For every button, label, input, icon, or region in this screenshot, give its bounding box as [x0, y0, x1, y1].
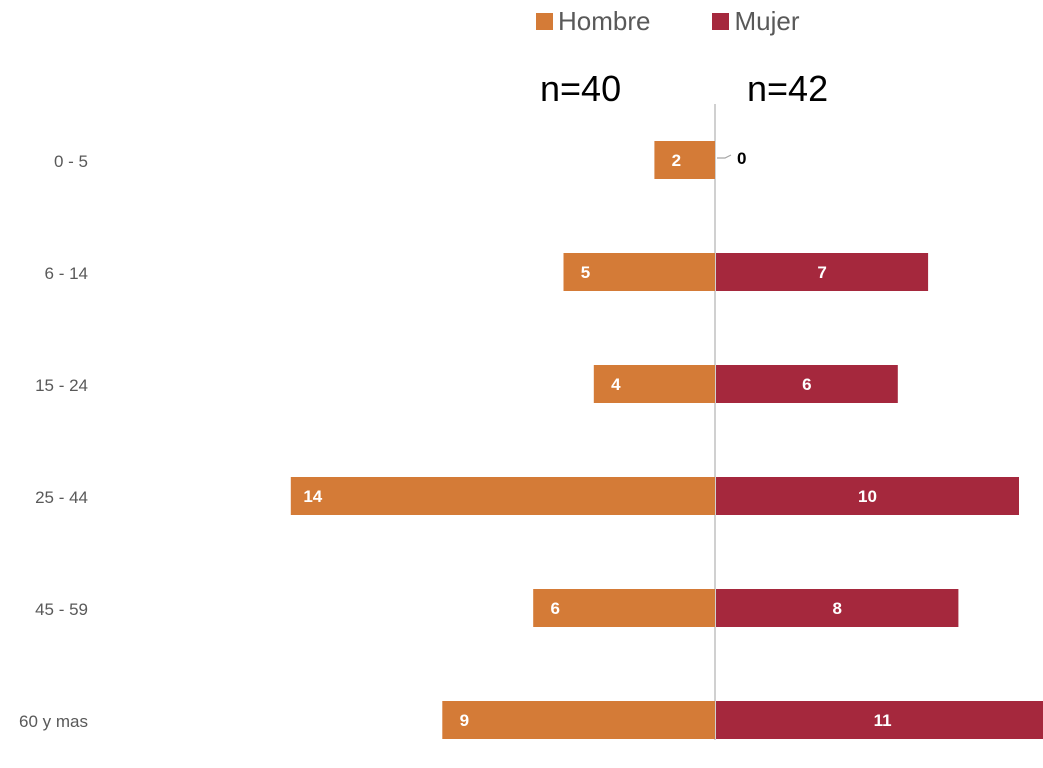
legend-item-mujer: Mujer: [712, 6, 800, 37]
category-label: 15 - 24: [35, 376, 88, 395]
legend-label-mujer: Mujer: [734, 6, 800, 36]
category-label: 45 - 59: [35, 600, 88, 619]
data-label-leader: [717, 154, 732, 159]
data-label-mujer: 8: [832, 599, 841, 618]
n-label-hombre: n=40: [540, 68, 622, 109]
category-label: 25 - 44: [35, 488, 88, 507]
legend-label-hombre: Hombre: [558, 6, 651, 36]
legend-swatch-mujer: [712, 13, 730, 30]
data-label-mujer: 11: [874, 711, 892, 730]
data-label-hombre: 2: [672, 151, 681, 170]
bar-mujer: [716, 365, 898, 403]
data-label-hombre: 4: [611, 375, 621, 394]
category-label: 60 y mas: [19, 712, 88, 731]
data-label-hombre: 5: [581, 263, 590, 282]
bar-hombre: [563, 253, 715, 291]
data-label-mujer: 7: [817, 263, 826, 282]
bar-hombre: [442, 701, 715, 739]
data-label-mujer: 0: [737, 149, 746, 168]
data-label-hombre: 6: [550, 599, 559, 618]
bar-hombre: [593, 365, 715, 403]
n-label-mujer: n=42: [747, 68, 829, 109]
bar-hombre: [533, 589, 715, 627]
bar-mujer: [716, 589, 959, 627]
bar-hombre: [290, 477, 715, 515]
bar-mujer: [716, 477, 1019, 515]
data-label-hombre: 14: [303, 487, 322, 506]
bar-hombre: [654, 141, 715, 179]
category-label: 0 - 5: [54, 152, 88, 171]
data-label-mujer: 10: [858, 487, 877, 506]
data-label-mujer: 6: [802, 375, 811, 394]
legend-swatch-hombre: [536, 13, 553, 30]
legend-item-hombre: Hombre: [536, 6, 650, 37]
bar-mujer: [716, 701, 1043, 739]
legend: Hombre Mujer: [536, 6, 800, 37]
category-label: 6 - 14: [45, 264, 88, 283]
data-label-hombre: 9: [460, 711, 469, 730]
bar-mujer: [716, 253, 929, 291]
